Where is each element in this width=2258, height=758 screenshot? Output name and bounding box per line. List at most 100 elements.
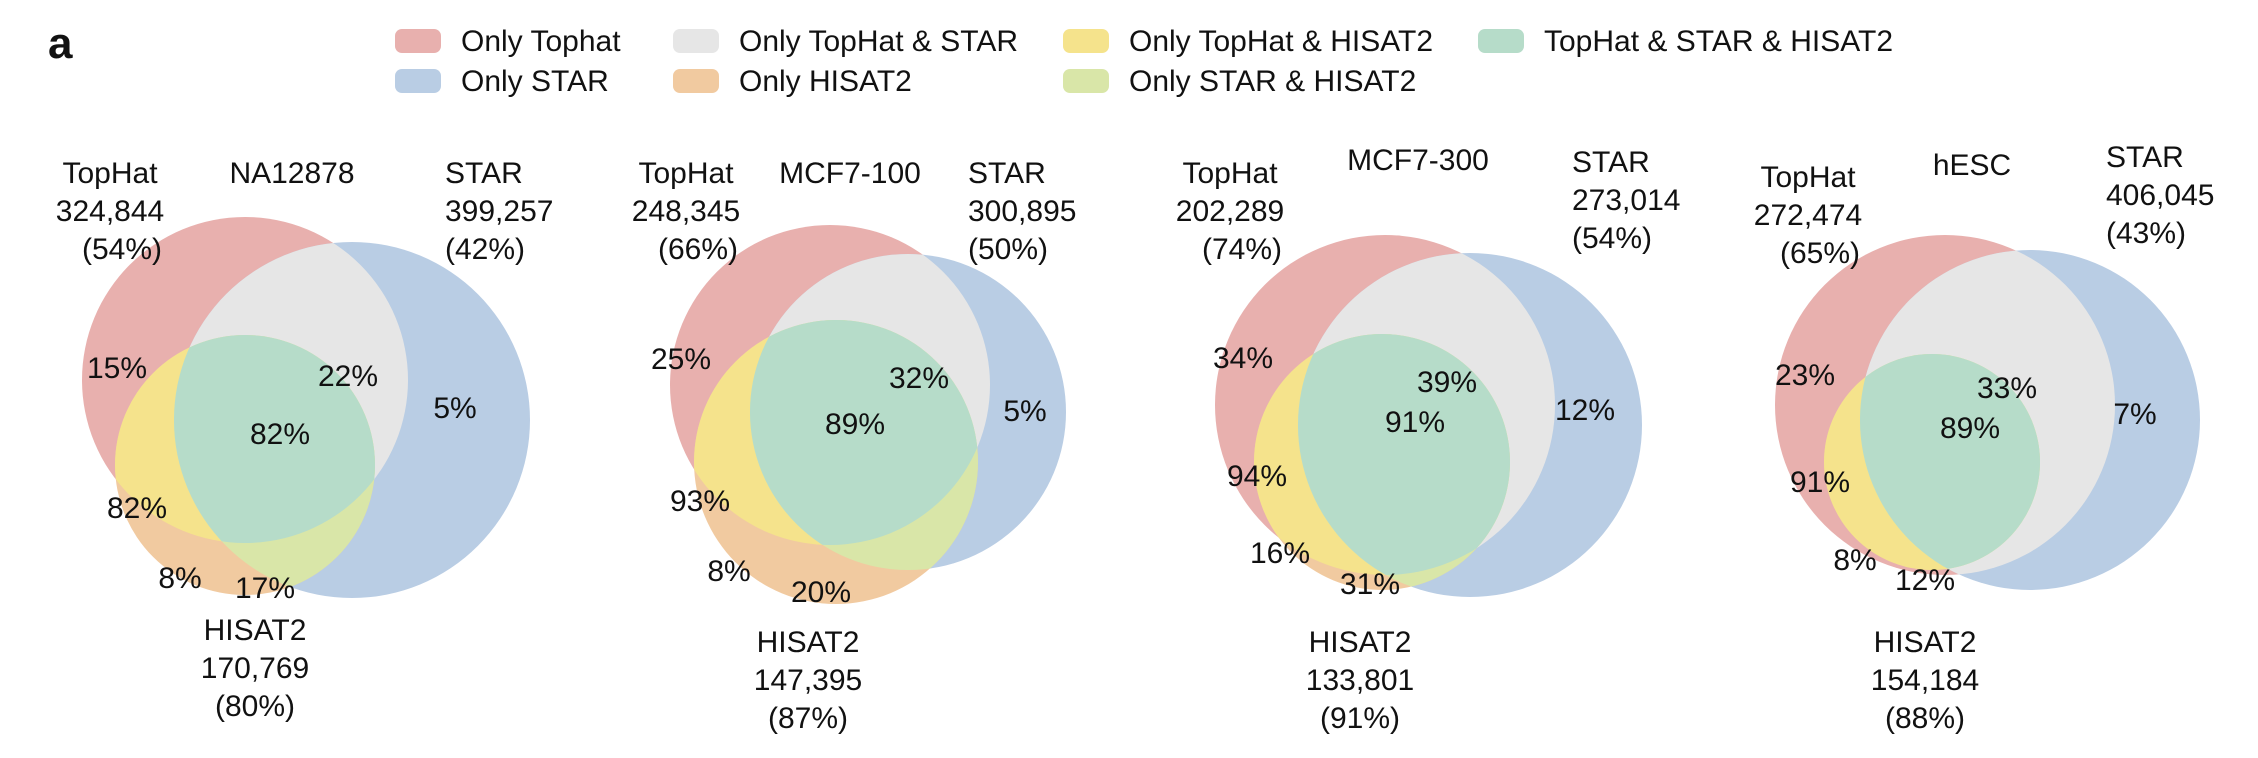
legend-item: Only STAR	[395, 65, 609, 98]
hisat2-percent: (88%)	[1885, 702, 1965, 735]
legend-label: Only HISAT2	[739, 65, 912, 98]
legend-label: Only TopHat & HISAT2	[1129, 25, 1433, 58]
tophat-percent: (54%)	[82, 233, 162, 266]
star-name: STAR	[445, 157, 523, 190]
legend: Only Tophat Only STAR Only TopHat & STAR On…	[395, 25, 1893, 98]
star-hisat2-percent-label: 31%	[1340, 568, 1400, 601]
tophat-only-percent-label: 23%	[1775, 359, 1835, 392]
star-only-percent-label: 12%	[1555, 394, 1615, 427]
venn-title: NA12878	[229, 157, 354, 190]
tophat-percent: (65%)	[1780, 237, 1860, 270]
star-percent: (43%)	[2106, 217, 2186, 250]
venn-panel-hesc: hESC TopHat 272,474 (65%) STAR 406,045 (43%) HI…	[1754, 141, 2215, 735]
star-hisat2-percent-label: 12%	[1895, 564, 1955, 597]
tophat-hisat2-percent-label: 93%	[670, 485, 730, 518]
hisat2-only-percent-label: 8%	[1833, 544, 1876, 577]
tophat-set-label: TopHat 248,345 (66%)	[632, 157, 740, 266]
star-set-label: STAR 273,014 (54%)	[1572, 146, 1680, 255]
legend-swatch	[673, 69, 719, 93]
hisat2-name: HISAT2	[1309, 626, 1412, 659]
tophat-only-percent-label: 15%	[87, 352, 147, 385]
all-three-percent-label: 89%	[1940, 412, 2000, 445]
legend-label: Only TopHat & STAR	[739, 25, 1018, 58]
hisat2-name: HISAT2	[1874, 626, 1977, 659]
star-only-percent-label: 7%	[2113, 398, 2156, 431]
star-hisat2-percent-label: 17%	[235, 572, 295, 605]
hisat2-set-label: HISAT2 154,184 (88%)	[1871, 626, 1979, 735]
legend-label: TopHat & STAR & HISAT2	[1544, 25, 1893, 58]
star-count: 300,895	[968, 195, 1076, 228]
legend-swatch	[395, 29, 441, 53]
panel-label: a	[48, 19, 73, 68]
hisat2-set-label: HISAT2 133,801 (91%)	[1306, 626, 1414, 735]
legend-item: Only TopHat & HISAT2	[1063, 25, 1433, 58]
star-name: STAR	[1572, 146, 1650, 179]
venn-panel-mcf7-100: MCF7-100 TopHat 248,345 (66%) STAR 300,895 (50…	[632, 157, 1077, 735]
legend-item: Only TopHat & STAR	[673, 25, 1018, 58]
tophat-hisat2-percent-label: 91%	[1790, 466, 1850, 499]
tophat-set-label: TopHat 324,844 (54%)	[56, 157, 164, 266]
tophat-count: 248,345	[632, 195, 740, 228]
star-only-percent-label: 5%	[1003, 395, 1046, 428]
star-count: 273,014	[1572, 184, 1680, 217]
all-three-percent-label: 91%	[1385, 406, 1445, 439]
tophat-only-percent-label: 25%	[651, 343, 711, 376]
venn-panels: NA12878 TopHat 324,844 (54%) STAR 399,257 (42%…	[56, 141, 2215, 735]
star-name: STAR	[968, 157, 1046, 190]
tophat-set-label: TopHat 272,474 (65%)	[1754, 161, 1862, 270]
tophat-star-percent-label: 32%	[889, 362, 949, 395]
hisat2-percent: (80%)	[215, 690, 295, 723]
star-set-label: STAR 300,895 (50%)	[968, 157, 1076, 266]
hisat2-only-percent-label: 16%	[1250, 537, 1310, 570]
venn-title: MCF7-100	[779, 157, 921, 190]
hisat2-count: 147,395	[754, 664, 862, 697]
tophat-only-percent-label: 34%	[1213, 342, 1273, 375]
tophat-star-percent-label: 39%	[1417, 366, 1477, 399]
venn-panel-mcf7-300: MCF7-300 TopHat 202,289 (74%) STAR 273,014 (54…	[1176, 144, 1681, 735]
venn-title: hESC	[1933, 149, 2011, 182]
tophat-name: TopHat	[62, 157, 158, 190]
legend-swatch	[1063, 69, 1109, 93]
hisat2-set-label: HISAT2 147,395 (87%)	[754, 626, 862, 735]
star-count: 406,045	[2106, 179, 2214, 212]
tophat-name: TopHat	[1760, 161, 1856, 194]
tophat-count: 202,289	[1176, 195, 1284, 228]
hisat2-count: 154,184	[1871, 664, 1979, 697]
legend-label: Only STAR	[461, 65, 609, 98]
hisat2-only-percent-label: 8%	[158, 562, 201, 595]
legend-item: Only HISAT2	[673, 65, 912, 98]
star-count: 399,257	[445, 195, 553, 228]
tophat-percent: (66%)	[658, 233, 738, 266]
all-three-percent-label: 82%	[250, 418, 310, 451]
tophat-percent: (74%)	[1202, 233, 1282, 266]
legend-label: Only Tophat	[461, 25, 621, 58]
legend-swatch	[1063, 29, 1109, 53]
legend-label: Only STAR & HISAT2	[1129, 65, 1416, 98]
hisat2-name: HISAT2	[757, 626, 860, 659]
hisat2-count: 170,769	[201, 652, 309, 685]
tophat-star-percent-label: 33%	[1977, 372, 2037, 405]
tophat-name: TopHat	[1182, 157, 1278, 190]
star-percent: (50%)	[968, 233, 1048, 266]
legend-swatch	[1478, 29, 1524, 53]
venn-title: MCF7-300	[1347, 144, 1489, 177]
star-percent: (54%)	[1572, 222, 1652, 255]
all-three-percent-label: 89%	[825, 408, 885, 441]
legend-swatch	[395, 69, 441, 93]
tophat-hisat2-percent-label: 94%	[1227, 460, 1287, 493]
hisat2-percent: (87%)	[768, 702, 848, 735]
star-set-label: STAR 399,257 (42%)	[445, 157, 553, 266]
tophat-set-label: TopHat 202,289 (74%)	[1176, 157, 1284, 266]
tophat-name: TopHat	[638, 157, 734, 190]
legend-swatch	[673, 29, 719, 53]
legend-item: Only Tophat	[395, 25, 621, 58]
star-percent: (42%)	[445, 233, 525, 266]
tophat-count: 272,474	[1754, 199, 1862, 232]
hisat2-name: HISAT2	[204, 614, 307, 647]
tophat-count: 324,844	[56, 195, 164, 228]
star-set-label: STAR 406,045 (43%)	[2106, 141, 2214, 250]
venn-panel-na12878: NA12878 TopHat 324,844 (54%) STAR 399,257 (42%…	[56, 157, 554, 723]
hisat2-percent: (91%)	[1320, 702, 1400, 735]
tophat-star-percent-label: 22%	[318, 360, 378, 393]
